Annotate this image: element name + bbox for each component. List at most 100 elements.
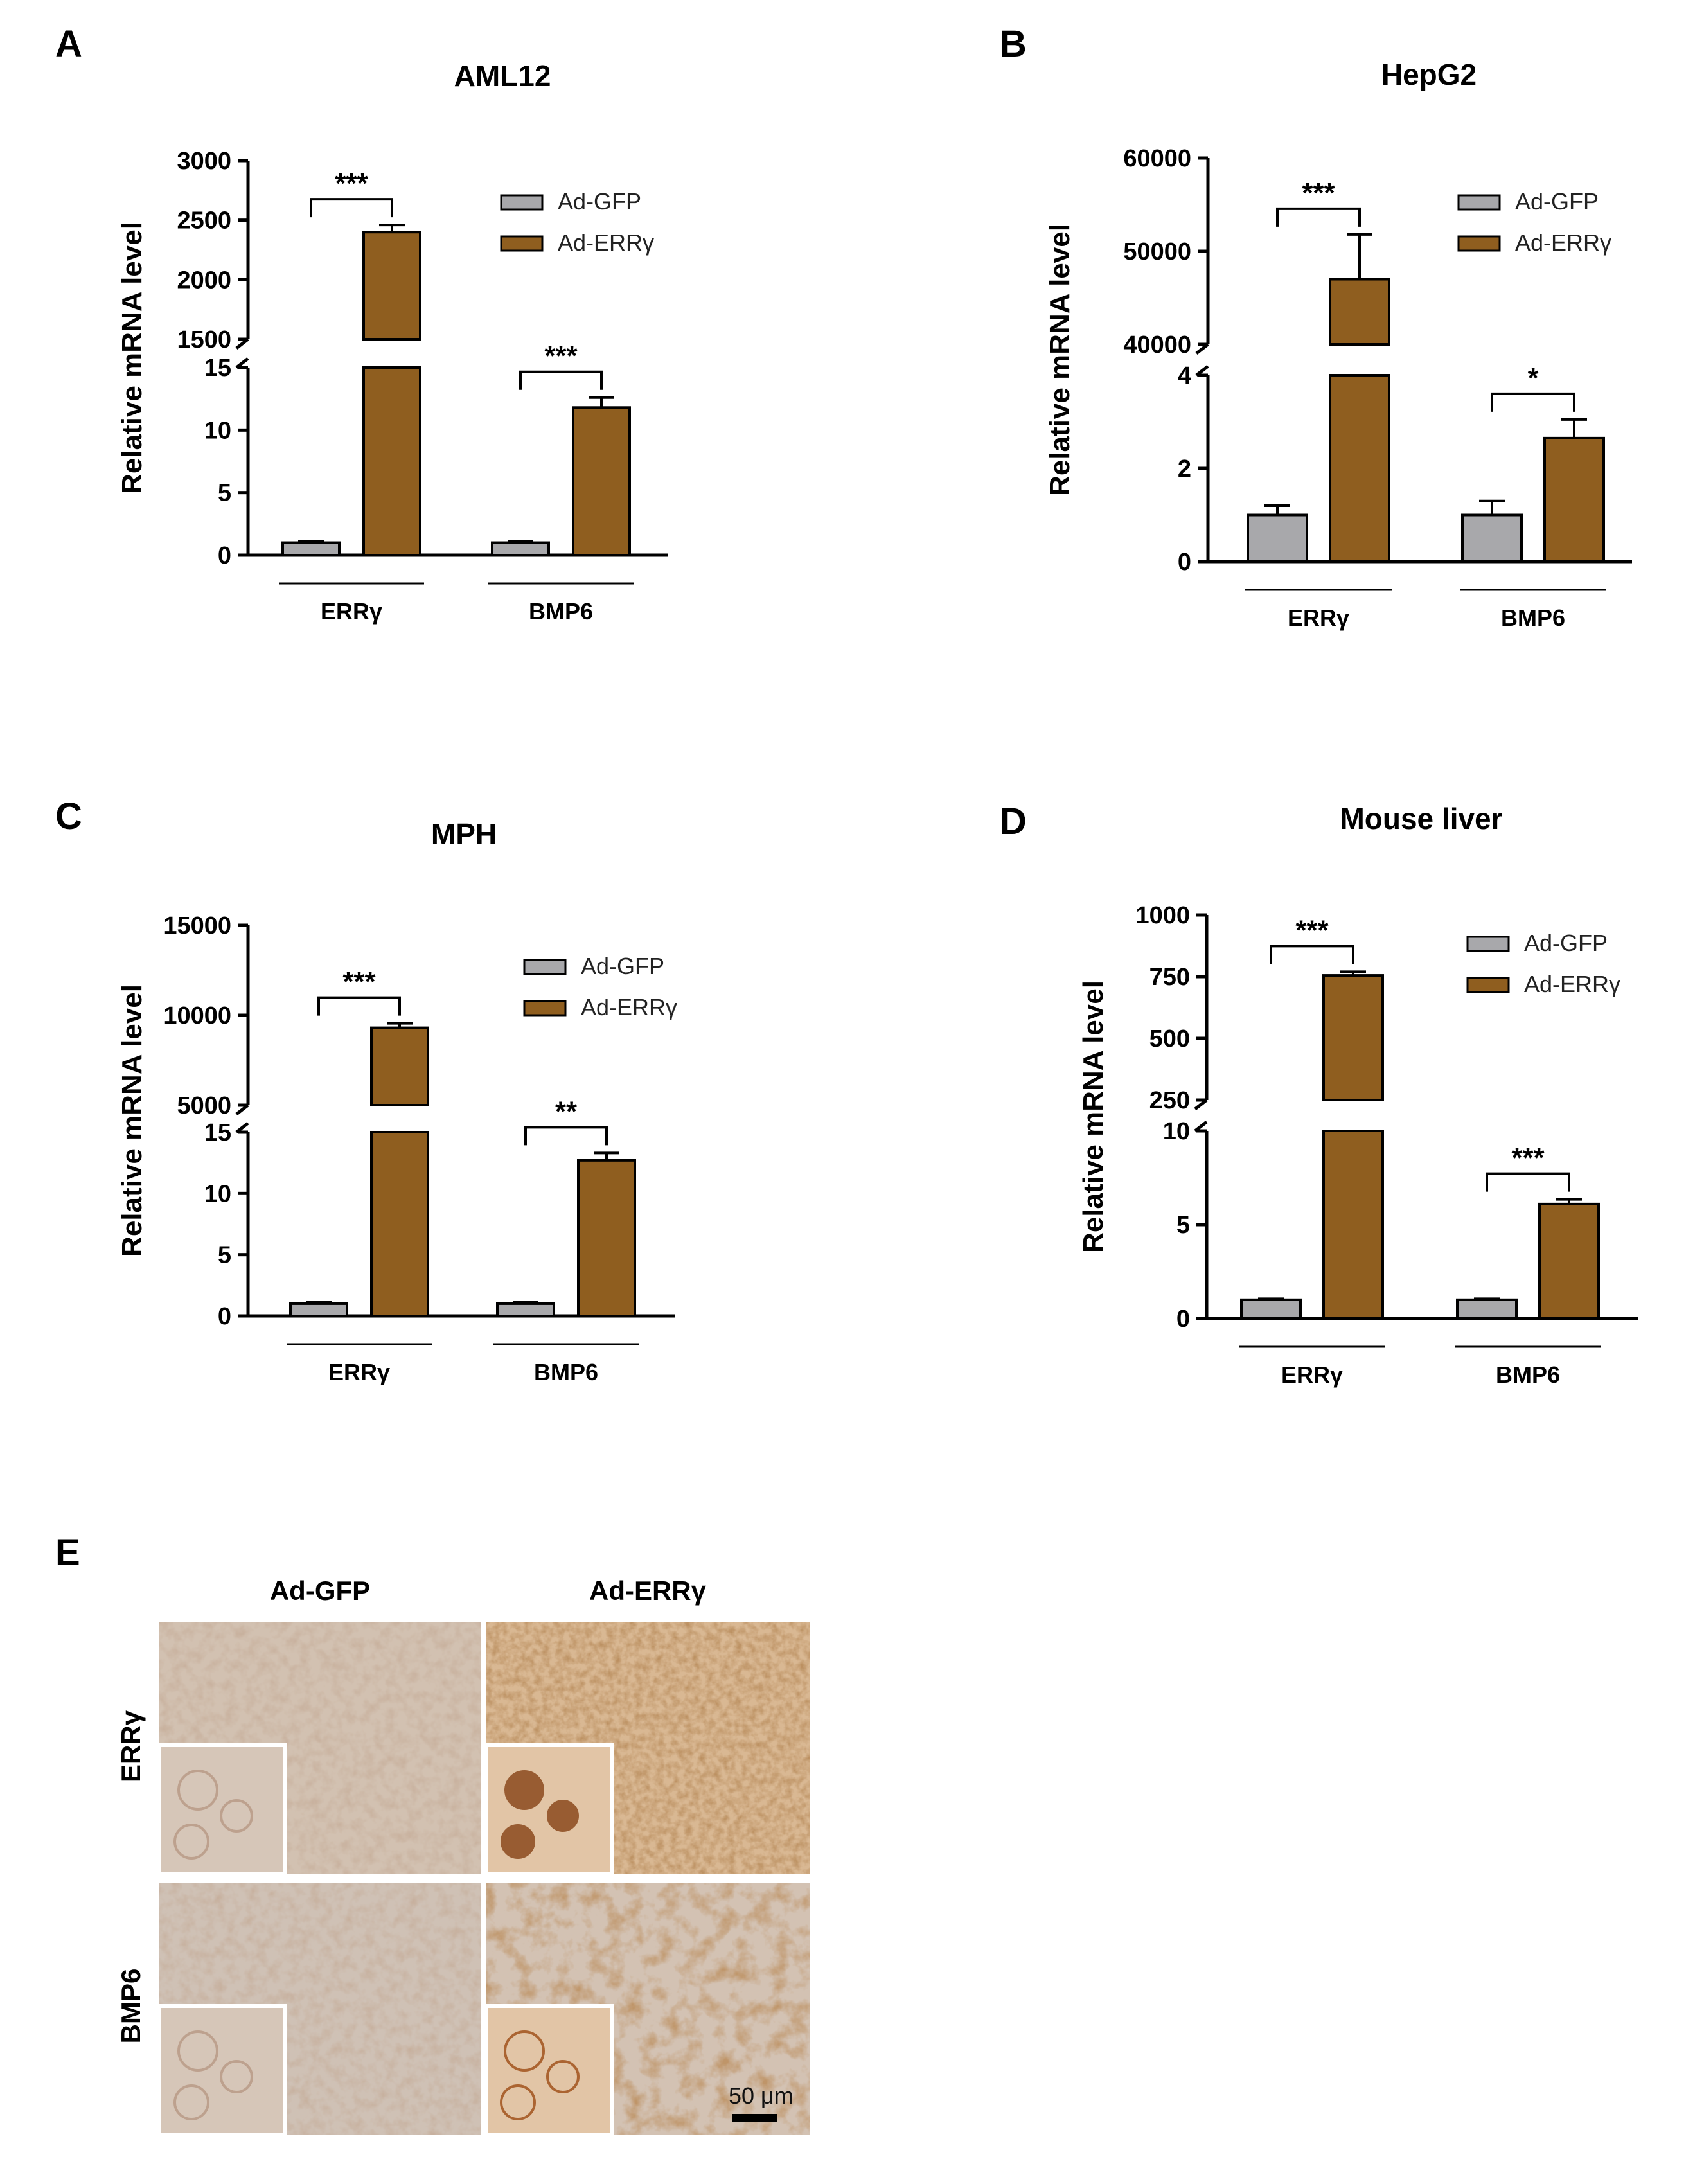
panel-label: B bbox=[1000, 23, 1027, 65]
y-tick-label: 5 bbox=[1176, 1212, 1190, 1239]
significance-bracket bbox=[310, 198, 393, 218]
x-tick-label: BMP6 bbox=[534, 1359, 598, 1385]
bar bbox=[1538, 1202, 1600, 1320]
bar bbox=[289, 1302, 348, 1318]
bar bbox=[1461, 513, 1523, 563]
scale-bar-label: 50 μm bbox=[729, 2082, 794, 2109]
cell-nucleus bbox=[501, 1824, 535, 1859]
legend-label: Ad-GFP bbox=[581, 953, 664, 979]
cell-nucleus bbox=[546, 2060, 580, 2093]
chart-title: MPH bbox=[431, 817, 497, 851]
y-tick-label: 1500 bbox=[177, 326, 231, 353]
legend-swatch bbox=[500, 194, 544, 211]
y-tick-label: 3000 bbox=[177, 148, 231, 175]
x-tick-label: BMP6 bbox=[1496, 1362, 1560, 1388]
legend-label: Ad-ERRγ bbox=[581, 994, 677, 1020]
bar bbox=[577, 1159, 636, 1318]
panel-label: D bbox=[1000, 801, 1027, 842]
micrograph-gfp-errg bbox=[157, 1622, 483, 1876]
y-tick-label: 2000 bbox=[177, 267, 231, 294]
significance-label: *** bbox=[1295, 914, 1329, 946]
cell-nucleus bbox=[504, 1770, 544, 1810]
chart-title: HepG2 bbox=[1381, 58, 1477, 91]
significance-bracket bbox=[524, 1126, 608, 1146]
legend-label: Ad-ERRγ bbox=[1524, 971, 1620, 997]
y-tick-label: 500 bbox=[1149, 1025, 1190, 1052]
y-tick-label: 4 bbox=[1178, 362, 1191, 389]
y-tick-label: 2500 bbox=[177, 208, 231, 235]
cell-nucleus bbox=[173, 1824, 209, 1860]
y-tick-label: 50000 bbox=[1123, 238, 1191, 265]
cell-nucleus bbox=[547, 1800, 579, 1832]
y-axis-label: Relative mRNA level bbox=[1078, 981, 1109, 1253]
cell-nucleus bbox=[500, 2084, 536, 2120]
bar bbox=[491, 541, 550, 556]
y-tick-label: 10000 bbox=[163, 1002, 231, 1029]
legend-swatch bbox=[1457, 194, 1501, 211]
bar bbox=[1543, 436, 1605, 563]
y-axis-label: Relative mRNA level bbox=[116, 222, 148, 494]
bar bbox=[370, 1131, 429, 1317]
micrograph-gfp-bmp6 bbox=[157, 1883, 483, 2136]
x-tick-label: ERRγ bbox=[1281, 1362, 1343, 1388]
column-header: Ad-ERRγ bbox=[589, 1576, 707, 1606]
bar bbox=[370, 1026, 429, 1106]
y-tick-label: 750 bbox=[1149, 964, 1190, 991]
cell-nucleus bbox=[173, 2084, 209, 2120]
significance-bracket bbox=[1486, 1172, 1570, 1192]
significance-label: *** bbox=[335, 168, 368, 199]
legend-label: Ad-GFP bbox=[1515, 188, 1599, 215]
legend-label: Ad-GFP bbox=[558, 188, 641, 215]
legend-swatch bbox=[1466, 977, 1510, 993]
y-tick-label: 10 bbox=[204, 417, 231, 444]
chart-panel-d: D Mouse liver Relative mRNA level 0 5 10 250 50… bbox=[1000, 801, 1638, 1388]
significance-label: * bbox=[1527, 362, 1539, 394]
x-tick-label: ERRγ bbox=[1288, 605, 1349, 631]
significance-label: ** bbox=[555, 1096, 578, 1127]
y-tick-label: 5 bbox=[218, 480, 231, 507]
y-tick-label: 40000 bbox=[1123, 332, 1191, 359]
row-header: ERRγ bbox=[116, 1710, 146, 1782]
y-tick-label: 15 bbox=[204, 1119, 231, 1146]
bar bbox=[572, 406, 631, 556]
y-tick-label: 10 bbox=[204, 1180, 231, 1207]
bar bbox=[1329, 278, 1390, 346]
bar bbox=[1329, 374, 1390, 563]
y-tick-label: 10 bbox=[1163, 1118, 1190, 1145]
histology-panel: E Ad-GFP Ad-ERRγ ERRγ BMP6 50 μm bbox=[55, 1532, 810, 2136]
y-tick-label: 0 bbox=[218, 1303, 231, 1330]
cell-nucleus bbox=[220, 2060, 253, 2093]
y-tick-label: 15000 bbox=[163, 912, 231, 939]
bar bbox=[362, 366, 422, 556]
x-tick-label: BMP6 bbox=[529, 598, 593, 625]
bar bbox=[362, 231, 422, 341]
y-tick-label: 15 bbox=[204, 355, 231, 382]
y-axis-label: Relative mRNA level bbox=[1044, 224, 1076, 496]
x-tick-label: ERRγ bbox=[321, 598, 382, 625]
micrograph-errg-bmp6 bbox=[484, 1883, 810, 2136]
significance-bracket bbox=[1270, 945, 1354, 964]
legend-swatch bbox=[523, 1000, 567, 1017]
cell-nucleus bbox=[177, 1770, 218, 1811]
legend-swatch bbox=[500, 235, 544, 252]
row-header: BMP6 bbox=[116, 1969, 146, 2044]
y-tick-label: 5 bbox=[218, 1242, 231, 1269]
y-tick-label: 0 bbox=[218, 542, 231, 569]
cell-nucleus bbox=[220, 1799, 253, 1833]
cell-nucleus bbox=[504, 2030, 545, 2072]
y-tick-label: 60000 bbox=[1123, 145, 1191, 172]
y-tick-label: 250 bbox=[1149, 1087, 1190, 1114]
scale-bar bbox=[732, 2114, 777, 2122]
significance-bracket bbox=[519, 370, 603, 390]
bar bbox=[1247, 513, 1308, 563]
chart-panel-b: B HepG2 Relative mRNA level 0 2 4 40000 50000 60… bbox=[1000, 23, 1632, 631]
significance-label: *** bbox=[544, 341, 578, 372]
legend-swatch bbox=[1457, 235, 1501, 252]
y-axis-label: Relative mRNA level bbox=[116, 984, 148, 1257]
chart-title: AML12 bbox=[454, 59, 551, 93]
panel-label: A bbox=[55, 23, 82, 65]
significance-bracket bbox=[317, 996, 401, 1016]
